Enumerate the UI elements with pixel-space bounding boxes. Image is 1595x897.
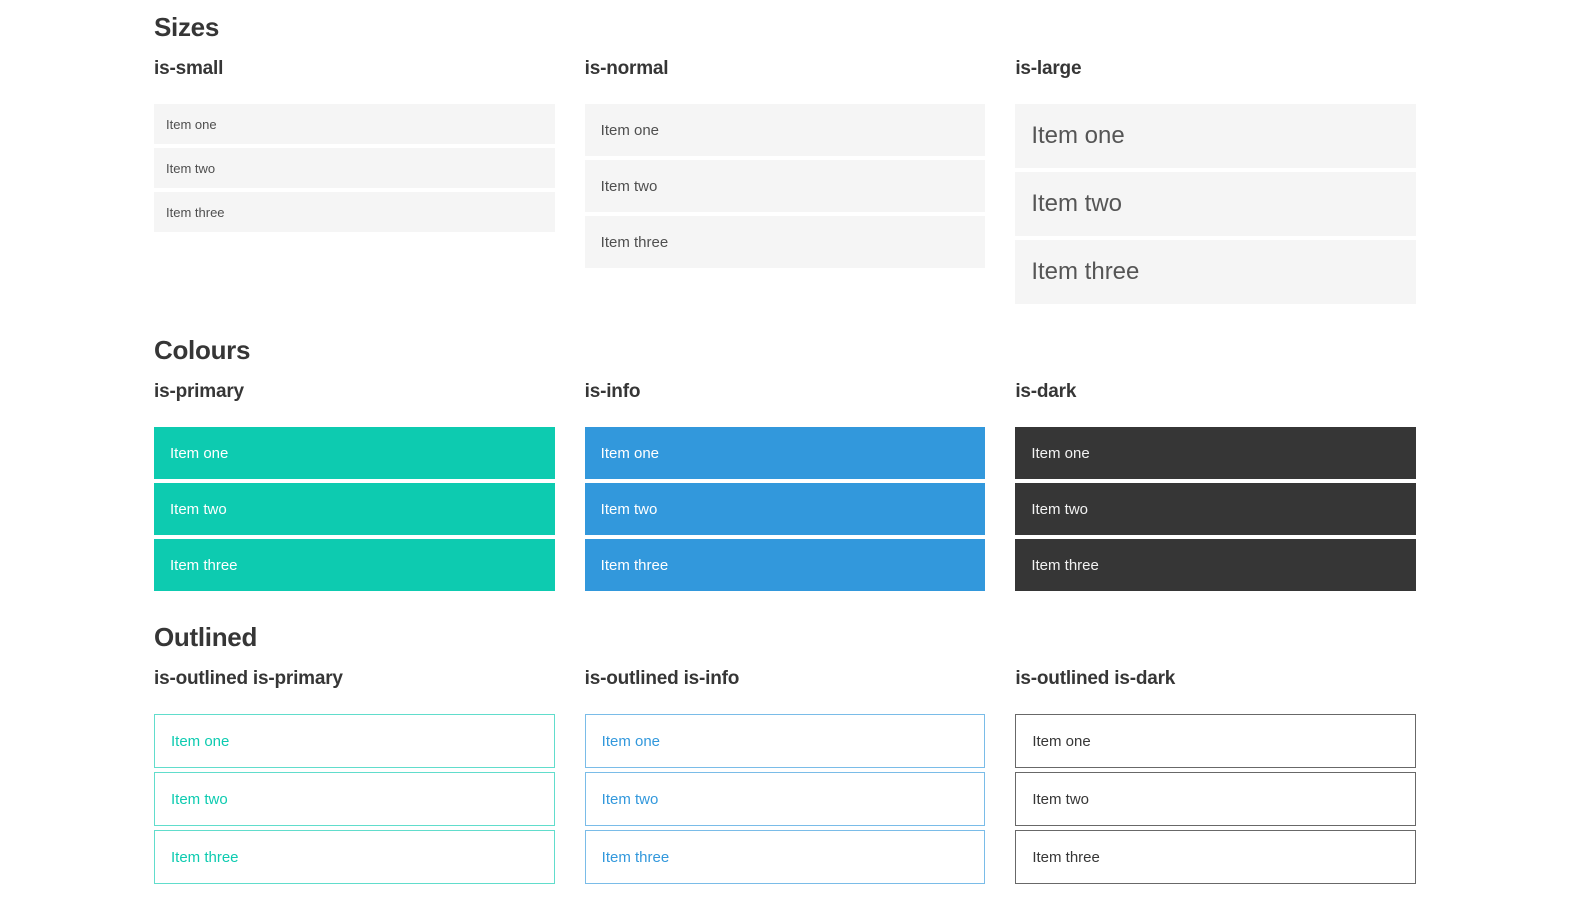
variant-heading-outlined-primary: is-outlined is-primary	[154, 668, 343, 689]
variant-heading-dark: is-dark	[1015, 381, 1077, 402]
list-item[interactable]: Item three	[154, 830, 555, 884]
list-item[interactable]: Item two	[154, 772, 555, 826]
item-list-outlined-primary: Item one Item two Item three	[154, 714, 555, 884]
list-item[interactable]: Item one	[584, 104, 986, 156]
list-item[interactable]: Item three	[154, 539, 555, 591]
list-item[interactable]: Item one	[1015, 427, 1416, 479]
section-title: Outlined	[154, 622, 258, 652]
section-title: Colours	[154, 335, 251, 365]
variant-column-outlined-dark: is-outlined is-dark Item one Item two It…	[1015, 667, 1416, 888]
section-columns: is-small Item one Item two Item three is…	[154, 57, 1416, 308]
variant-column-primary: is-primary Item one Item two Item three	[154, 380, 555, 595]
list-item[interactable]: Item three	[584, 216, 986, 268]
list-item[interactable]: Item three	[584, 539, 986, 591]
list-item[interactable]: Item three	[584, 830, 986, 884]
list-item[interactable]: Item three	[1015, 830, 1416, 884]
variant-column-large: is-large Item one Item two Item three	[1015, 57, 1416, 308]
variant-heading-outlined-dark: is-outlined is-dark	[1015, 668, 1176, 689]
variant-column-info: is-info Item one Item two Item three	[584, 380, 986, 595]
list-item[interactable]: Item one	[154, 104, 555, 144]
variant-heading-outlined-info: is-outlined is-info	[584, 668, 740, 689]
section: Colours is-primary Item one Item two Ite…	[154, 334, 1416, 595]
section-columns: is-outlined is-primary Item one Item two…	[154, 667, 1416, 888]
variant-heading-small: is-small	[154, 58, 224, 79]
list-item[interactable]: Item two	[1015, 772, 1416, 826]
list-item[interactable]: Item two	[584, 772, 986, 826]
section-title: Sizes	[154, 12, 219, 42]
variant-column-dark: is-dark Item one Item two Item three	[1015, 380, 1416, 595]
section: Sizes is-small Item one Item two Item th…	[154, 11, 1416, 308]
item-list-outlined-info: Item one Item two Item three	[584, 714, 986, 884]
item-list-normal: Item one Item two Item three	[584, 104, 986, 268]
list-item[interactable]: Item two	[584, 483, 986, 535]
variant-heading-info: is-info	[584, 381, 641, 402]
list-item[interactable]: Item two	[1015, 172, 1416, 236]
list-item[interactable]: Item one	[1015, 104, 1416, 168]
item-list-outlined-dark: Item one Item two Item three	[1015, 714, 1416, 884]
list-item[interactable]: Item one	[154, 714, 555, 768]
list-item[interactable]: Item one	[154, 427, 555, 479]
item-list-small: Item one Item two Item three	[154, 104, 555, 232]
item-list-info: Item one Item two Item three	[584, 427, 986, 591]
list-item[interactable]: Item one	[584, 427, 986, 479]
list-item[interactable]: Item three	[1015, 539, 1416, 591]
list-item[interactable]: Item one	[584, 714, 986, 768]
variant-column-small: is-small Item one Item two Item three	[154, 57, 555, 236]
list-item[interactable]: Item one	[1015, 714, 1416, 768]
list-item[interactable]: Item two	[154, 483, 555, 535]
variant-heading-normal: is-normal	[584, 58, 669, 79]
variant-column-normal: is-normal Item one Item two Item three	[584, 57, 986, 272]
section: Outlined is-outlined is-primary Item one…	[154, 621, 1416, 888]
item-list-primary: Item one Item two Item three	[154, 427, 555, 591]
item-list-large: Item one Item two Item three	[1015, 104, 1416, 304]
list-item[interactable]: Item three	[154, 192, 555, 232]
list-item[interactable]: Item three	[1015, 240, 1416, 304]
section-columns: is-primary Item one Item two Item three …	[154, 380, 1416, 595]
variant-heading-large: is-large	[1015, 58, 1082, 79]
component-demo-page: Sizes is-small Item one Item two Item th…	[154, 11, 1416, 888]
item-list-dark: Item one Item two Item three	[1015, 427, 1416, 591]
variant-column-outlined-primary: is-outlined is-primary Item one Item two…	[154, 667, 555, 888]
variant-heading-primary: is-primary	[154, 381, 244, 402]
variant-column-outlined-info: is-outlined is-info Item one Item two It…	[584, 667, 986, 888]
list-item[interactable]: Item two	[154, 148, 555, 188]
list-item[interactable]: Item two	[1015, 483, 1416, 535]
list-item[interactable]: Item two	[584, 160, 986, 212]
